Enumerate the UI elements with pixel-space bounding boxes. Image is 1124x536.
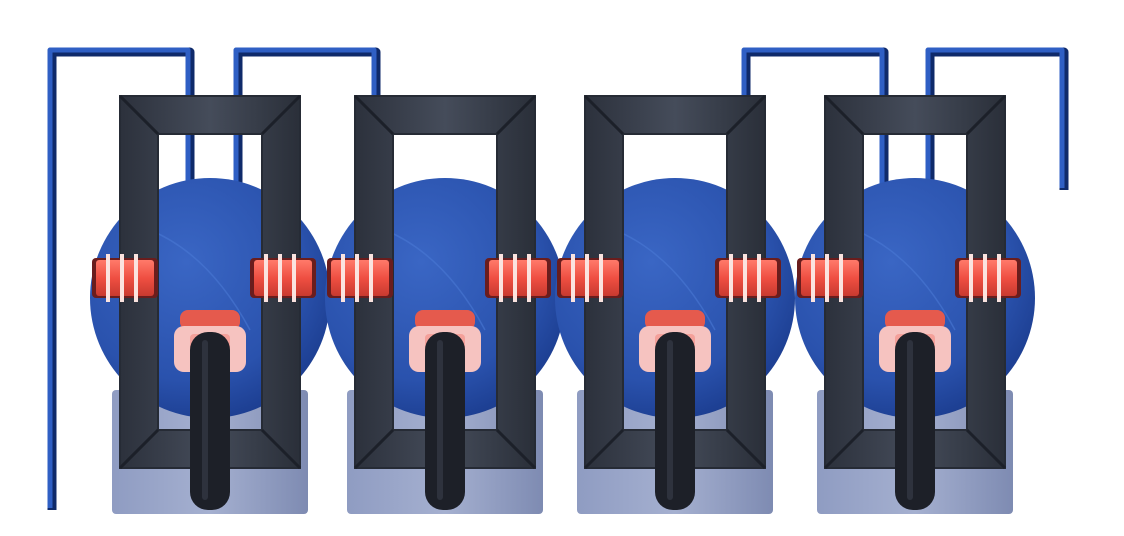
handle-highlight <box>437 340 443 500</box>
coil-winding <box>134 254 138 302</box>
coil-body <box>561 260 619 296</box>
units-group <box>90 94 1035 514</box>
coil-winding <box>729 254 733 302</box>
yoke-bevel <box>725 428 767 470</box>
yoke-bevel <box>965 428 1007 470</box>
unit-3 <box>555 94 795 514</box>
coil-winding <box>839 254 843 302</box>
unit-2 <box>325 94 565 514</box>
coil-body <box>254 260 312 296</box>
coil-left <box>797 254 863 302</box>
sphere-highlight <box>384 229 486 331</box>
coil-body <box>719 260 777 296</box>
coil-right <box>955 254 1021 302</box>
yoke-bevel <box>725 94 767 136</box>
coil-right <box>485 254 551 302</box>
coil-winding <box>997 254 1001 302</box>
coil-body <box>801 260 859 296</box>
clamp-top <box>415 310 475 330</box>
yoke-bevel <box>353 428 395 470</box>
yoke-bevel <box>495 94 537 136</box>
yoke-bevel <box>965 94 1007 136</box>
coil-winding <box>571 254 575 302</box>
coil-body <box>489 260 547 296</box>
coil-right <box>250 254 316 302</box>
yoke-bevel <box>353 94 395 136</box>
handle-rod <box>190 332 230 510</box>
coil-left <box>557 254 623 302</box>
coil-winding <box>599 254 603 302</box>
coil-body <box>959 260 1017 296</box>
coil-winding <box>757 254 761 302</box>
clamp-top <box>645 310 705 330</box>
yoke-bevel <box>823 428 865 470</box>
coil-body <box>331 260 389 296</box>
coil-winding <box>969 254 973 302</box>
yoke-bevel <box>260 94 302 136</box>
handle-highlight <box>907 340 913 500</box>
unit-4 <box>795 94 1035 514</box>
coil-body <box>96 260 154 296</box>
handle-rod <box>425 332 465 510</box>
coil-left <box>92 254 158 302</box>
coil-winding <box>292 254 296 302</box>
coil-winding <box>513 254 517 302</box>
yoke-bevel <box>118 94 160 136</box>
coil-winding <box>811 254 815 302</box>
yoke-bevel <box>823 94 865 136</box>
sphere-highlight <box>854 229 956 331</box>
unit-1 <box>90 94 330 514</box>
coil-winding <box>278 254 282 302</box>
coil-winding <box>527 254 531 302</box>
coil-winding <box>825 254 829 302</box>
yoke-bevel <box>583 428 625 470</box>
coil-winding <box>499 254 503 302</box>
coil-winding <box>264 254 268 302</box>
handle-rod <box>655 332 695 510</box>
sphere-highlight <box>614 229 716 331</box>
yoke-bevel <box>583 94 625 136</box>
coil-winding <box>369 254 373 302</box>
coil-winding <box>983 254 987 302</box>
yoke-bevel <box>495 428 537 470</box>
handle-highlight <box>202 340 208 500</box>
coil-winding <box>743 254 747 302</box>
coil-winding <box>120 254 124 302</box>
yoke-bevel <box>118 428 160 470</box>
coil-winding <box>585 254 589 302</box>
coil-left <box>327 254 393 302</box>
coil-right <box>715 254 781 302</box>
yoke-bevel <box>260 428 302 470</box>
handle-rod <box>895 332 935 510</box>
sphere-highlight <box>149 229 251 331</box>
clamp-top <box>885 310 945 330</box>
clamp-top <box>180 310 240 330</box>
coil-winding <box>341 254 345 302</box>
handle-highlight <box>667 340 673 500</box>
coil-winding <box>106 254 110 302</box>
coil-winding <box>355 254 359 302</box>
